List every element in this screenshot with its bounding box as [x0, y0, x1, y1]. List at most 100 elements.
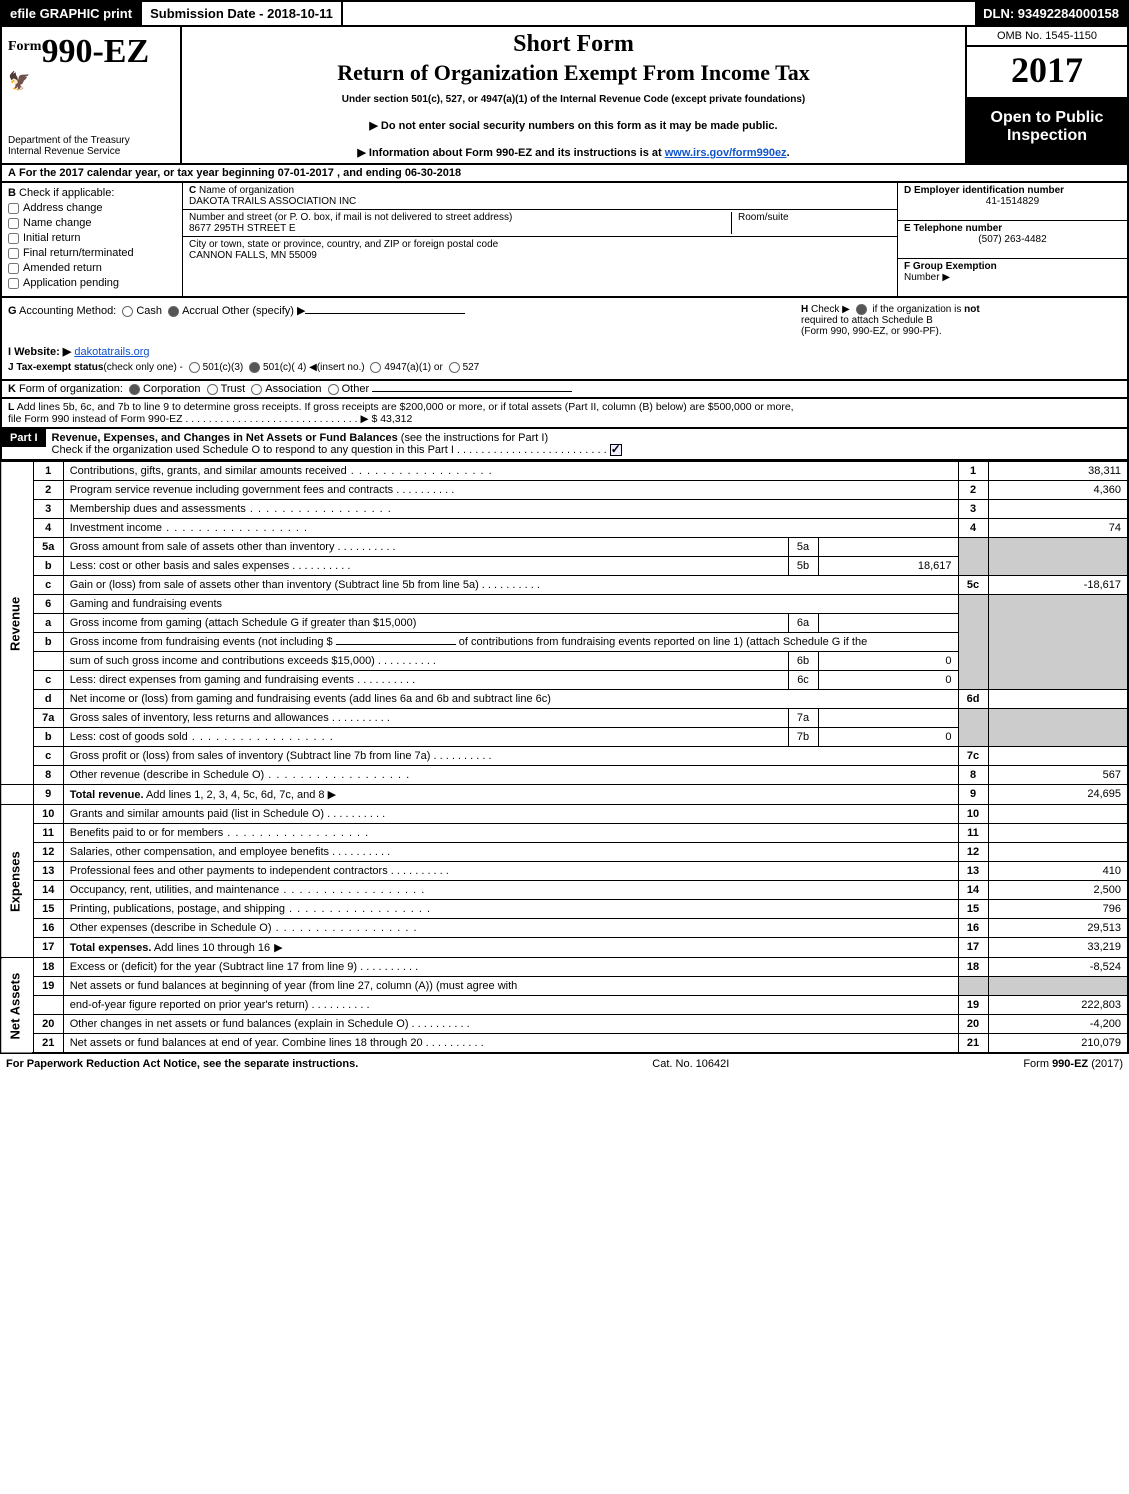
street-label: Number and street (or P. O. box, if mail… — [189, 212, 512, 223]
checkbox-application-pending[interactable]: Application pending — [8, 277, 176, 289]
j-opt4: 527 — [463, 362, 480, 373]
l6-shade — [958, 595, 988, 690]
chk-name-label: Name change — [23, 217, 92, 229]
line-18: Net Assets 18 Excess or (deficit) for th… — [1, 958, 1128, 977]
form-990ez: 990-EZ — [41, 33, 149, 70]
checkbox-final-return[interactable]: Final return/terminated — [8, 247, 176, 259]
l16-rnum: 16 — [958, 919, 988, 938]
part1-schedule-o-checkbox[interactable] — [610, 444, 622, 456]
section-l: L Add lines 5b, 6c, and 7b to line 9 to … — [0, 399, 1129, 429]
line-14: 14 Occupancy, rent, utilities, and maint… — [1, 881, 1128, 900]
line-15: 15 Printing, publications, postage, and … — [1, 900, 1128, 919]
l6b-mv: 0 — [818, 652, 958, 671]
j-opt2: 501(c)( 4) ◀(insert no.) — [263, 362, 365, 373]
top-bar: efile GRAPHIC print Submission Date - 20… — [0, 0, 1129, 27]
radio-501c[interactable] — [249, 362, 260, 373]
radio-501c3[interactable] — [189, 362, 200, 373]
l4-rval: 74 — [988, 519, 1128, 538]
page-footer: For Paperwork Reduction Act Notice, see … — [0, 1054, 1129, 1074]
l5c-rval: -18,617 — [988, 576, 1128, 595]
l5c-desc: Gain or (loss) from sale of assets other… — [70, 579, 479, 591]
l9-rval: 24,695 — [988, 785, 1128, 805]
k-other-line — [372, 391, 572, 392]
l8-desc: Other revenue (describe in Schedule O) — [70, 769, 264, 781]
part1-header-row: Part I Revenue, Expenses, and Changes in… — [0, 429, 1129, 461]
form-id-cell: Form990-EZ 🦅 Department of the Treasury … — [2, 27, 182, 163]
under-section-text: Under section 501(c), 527, or 4947(a)(1)… — [190, 94, 957, 105]
tax-year-end: 06-30-2018 — [405, 167, 461, 179]
checkbox-address-change[interactable]: Address change — [8, 202, 176, 214]
l5b-desc: Less: cost or other basis and sales expe… — [70, 560, 290, 572]
part1-label: Part I — [2, 429, 46, 447]
radio-4947[interactable] — [370, 362, 381, 373]
l6c-num: c — [33, 671, 63, 690]
l6d-rnum: 6d — [958, 690, 988, 709]
phone-value: (507) 263-4482 — [904, 234, 1121, 245]
l6b-blank — [336, 644, 456, 645]
efile-print-button[interactable]: efile GRAPHIC print — [2, 2, 140, 25]
title-return-exempt: Return of Organization Exempt From Incom… — [190, 60, 957, 86]
website-link[interactable]: dakotatrails.org — [74, 346, 149, 358]
l-text1: Add lines 5b, 6c, and 7b to line 9 to de… — [17, 401, 794, 413]
radio-association[interactable] — [251, 384, 262, 395]
l6d-num: d — [33, 690, 63, 709]
l21-rval: 210,079 — [988, 1034, 1128, 1054]
l6a-mn: 6a — [788, 614, 818, 633]
section-b-heading: Check if applicable: — [19, 187, 114, 199]
ein-value: 41-1514829 — [904, 196, 1121, 207]
l6a-mv — [818, 614, 958, 633]
radio-corporation[interactable] — [129, 384, 140, 395]
l21-desc: Net assets or fund balances at end of ye… — [70, 1037, 423, 1049]
footer-right: Form 990-EZ (2017) — [1023, 1058, 1123, 1070]
checkbox-name-change[interactable]: Name change — [8, 217, 176, 229]
line-6d: d Net income or (loss) from gaming and f… — [1, 690, 1128, 709]
k-corp: Corporation — [143, 383, 200, 395]
l5a-mv — [818, 538, 958, 557]
checkbox-initial-return[interactable]: Initial return — [8, 232, 176, 244]
l2-num: 2 — [33, 481, 63, 500]
radio-527[interactable] — [449, 362, 460, 373]
line-9: 9 Total revenue. Add lines 1, 2, 3, 4, 5… — [1, 785, 1128, 805]
l9-desc-bold: Total revenue. — [70, 789, 144, 801]
l-label: L — [8, 401, 14, 413]
line-21: 21 Net assets or fund balances at end of… — [1, 1034, 1128, 1054]
irs-eagle-icon: 🦅 — [8, 71, 174, 92]
section-a: A For the 2017 calendar year, or tax yea… — [0, 165, 1129, 183]
l11-num: 11 — [33, 824, 63, 843]
l7b-mv: 0 — [818, 728, 958, 747]
l1-rval: 38,311 — [988, 462, 1128, 481]
l19-rnum: 19 — [958, 996, 988, 1015]
l5c-num: c — [33, 576, 63, 595]
form990ez-link[interactable]: www.irs.gov/form990ez — [665, 147, 787, 159]
l6-desc: Gaming and fundraising events — [63, 595, 958, 614]
radio-other-org[interactable] — [328, 384, 339, 395]
k-text: Form of organization: — [19, 383, 123, 395]
section-a-label: A — [8, 167, 16, 179]
l8-rval: 567 — [988, 766, 1128, 785]
form-number: Form990-EZ — [8, 33, 149, 70]
l13-rnum: 13 — [958, 862, 988, 881]
checkbox-amended-return[interactable]: Amended return — [8, 262, 176, 274]
radio-trust[interactable] — [207, 384, 218, 395]
radio-cash[interactable] — [122, 306, 133, 317]
footer-right-pre: Form — [1023, 1058, 1052, 1070]
l7c-num: c — [33, 747, 63, 766]
chk-initial-label: Initial return — [23, 232, 80, 244]
section-b: B Check if applicable: Address change Na… — [2, 183, 182, 296]
radio-accrual[interactable] — [168, 306, 179, 317]
l18-num: 18 — [33, 958, 63, 977]
l7b-desc: Less: cost of goods sold — [70, 731, 188, 743]
dept-treasury: Department of the Treasury — [8, 135, 174, 146]
l6a-num: a — [33, 614, 63, 633]
footer-left: For Paperwork Reduction Act Notice, see … — [6, 1058, 358, 1070]
l12-num: 12 — [33, 843, 63, 862]
k-assoc: Association — [265, 383, 321, 395]
h-text4: (Form 990, 990-EZ, or 990-PF). — [801, 326, 942, 337]
l9-rnum: 9 — [958, 785, 988, 805]
checkbox-h[interactable] — [856, 304, 867, 315]
l3-rval — [988, 500, 1128, 519]
line-16: 16 Other expenses (describe in Schedule … — [1, 919, 1128, 938]
l12-rnum: 12 — [958, 843, 988, 862]
part1-check-line: Check if the organization used Schedule … — [52, 444, 607, 456]
section-j: J Tax-exempt status(check only one) - 50… — [8, 362, 1121, 373]
